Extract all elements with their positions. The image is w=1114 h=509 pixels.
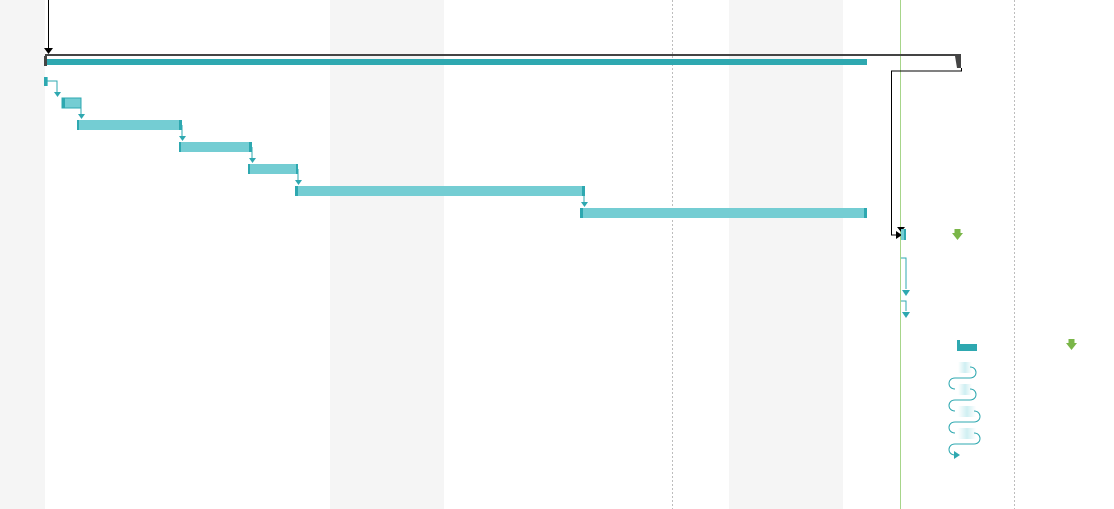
arrow-down-icon bbox=[902, 290, 910, 296]
task-bar-3[interactable] bbox=[77, 120, 182, 130]
arrow-down-icon bbox=[581, 202, 588, 207]
task-bar-8[interactable] bbox=[901, 229, 906, 240]
weekend-shade bbox=[729, 0, 843, 509]
arrow-down-icon bbox=[179, 136, 186, 141]
arrow-down-icon bbox=[295, 180, 302, 185]
summary-bracket bbox=[45, 54, 961, 56]
task-link bbox=[901, 300, 907, 311]
ghost-task-1[interactable] bbox=[958, 362, 972, 373]
task-link bbox=[948, 366, 977, 390]
task-bar-6[interactable] bbox=[295, 186, 585, 196]
arrow-down-icon bbox=[902, 312, 910, 318]
arrow-down-icon bbox=[249, 158, 256, 163]
arrow-right-icon bbox=[896, 231, 902, 239]
weekend-shade bbox=[0, 0, 45, 509]
task-bar-5[interactable] bbox=[248, 164, 298, 174]
task-bar-4[interactable] bbox=[179, 142, 252, 152]
weekend-shade bbox=[330, 0, 444, 509]
arrow-right-icon bbox=[954, 451, 960, 459]
ghost-task-4[interactable] bbox=[958, 428, 976, 439]
task-link bbox=[47, 80, 58, 92]
ghost-task-3[interactable] bbox=[958, 406, 976, 417]
arrow-down-icon bbox=[54, 92, 61, 97]
task-bar-7[interactable] bbox=[580, 208, 867, 218]
arrow-down-icon bbox=[78, 114, 85, 119]
milestone-1[interactable] bbox=[952, 229, 963, 240]
arrow-down-icon bbox=[44, 48, 53, 54]
ghost-task-2[interactable] bbox=[958, 384, 972, 395]
summary-task-2[interactable] bbox=[957, 340, 977, 351]
task-link bbox=[901, 257, 907, 289]
dependency-line bbox=[891, 68, 962, 236]
summary-bar[interactable] bbox=[45, 59, 867, 65]
milestone-icon bbox=[952, 229, 963, 240]
milestone-2[interactable] bbox=[1066, 339, 1077, 350]
task-link bbox=[948, 410, 981, 434]
milestone-icon bbox=[1066, 339, 1077, 350]
summary-bracket-end bbox=[955, 56, 961, 68]
task-link bbox=[948, 432, 981, 456]
summary-start-cap bbox=[44, 56, 47, 66]
task-link bbox=[948, 388, 977, 412]
task-bar-2[interactable] bbox=[61, 97, 82, 109]
summary-task[interactable] bbox=[44, 54, 961, 68]
